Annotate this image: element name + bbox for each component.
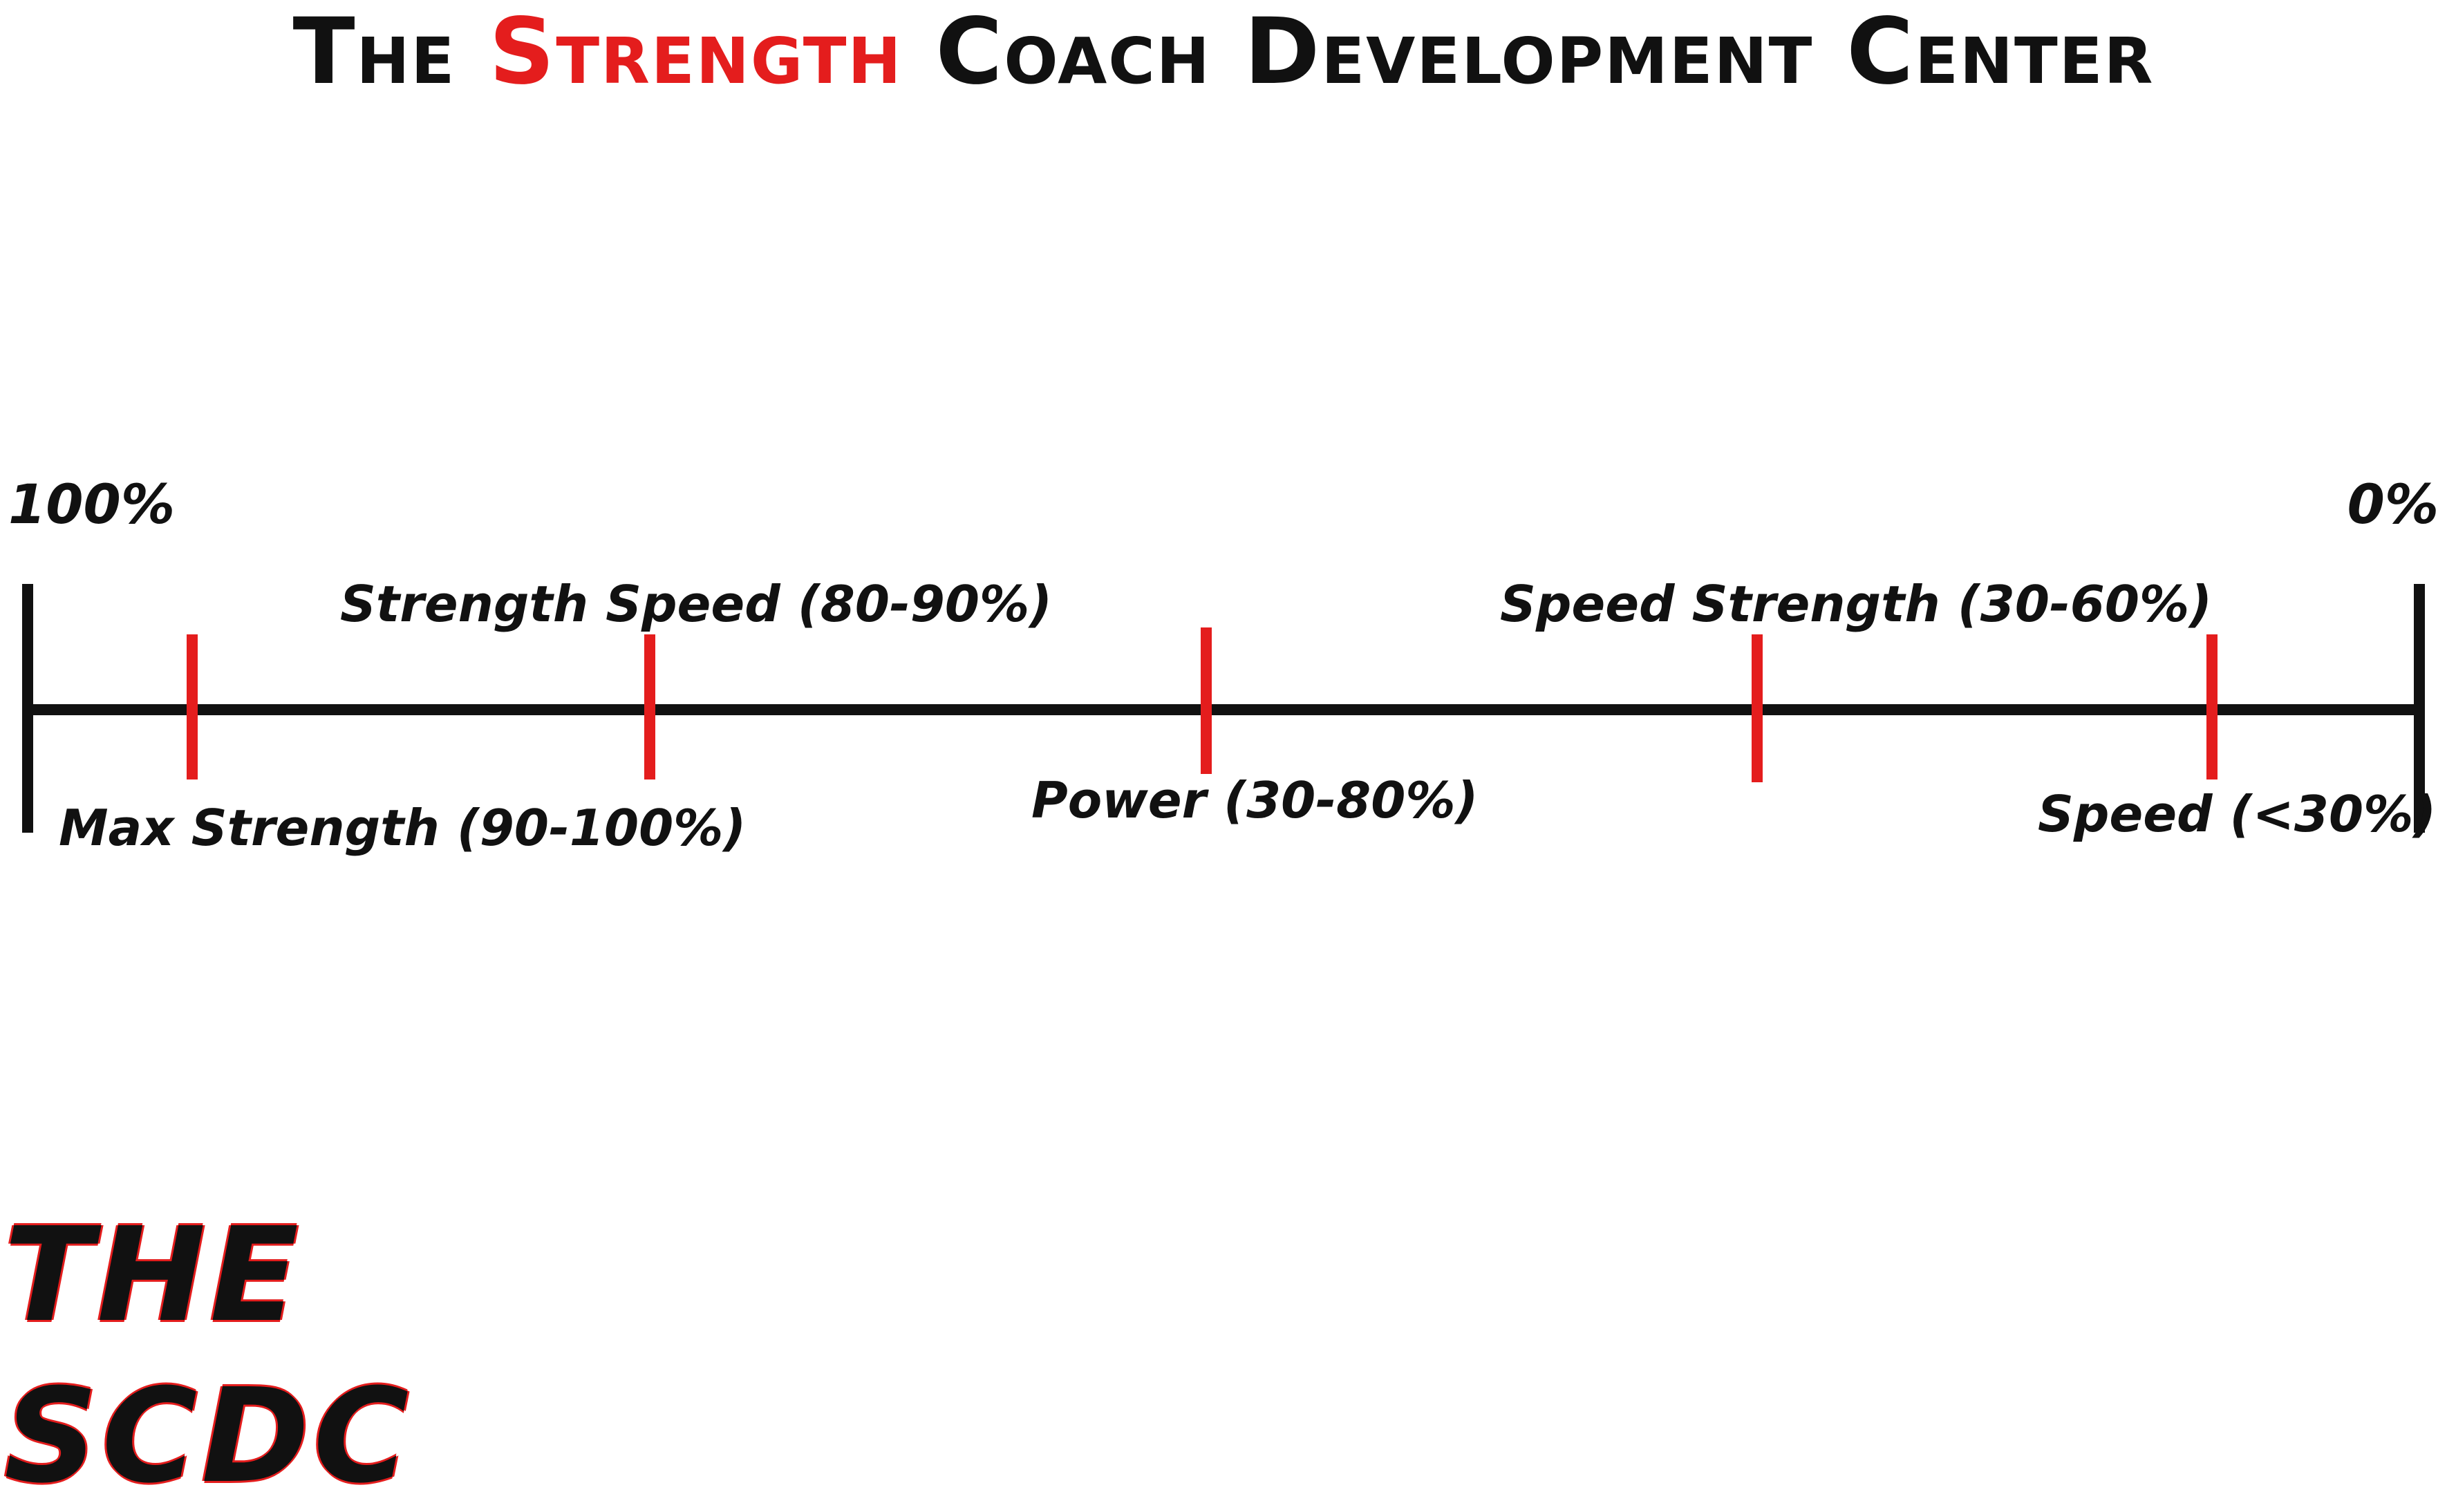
scdc-logo-line-1: THE	[4, 1200, 303, 1351]
zone-label-strength-speed: Strength Speed (80-90%)	[340, 575, 1053, 633]
left-end-label: 100%	[8, 474, 175, 536]
title-prefix: The	[292, 0, 489, 105]
scdc-logo-line-2: SCDC	[4, 1361, 413, 1512]
zone-label-speed-strength: Speed Strength (30-60%)	[1500, 575, 2213, 633]
title-accent: Strength	[489, 0, 903, 105]
page-title: The Strength Coach Development Center	[0, 0, 2447, 104]
zone-label-speed: Speed (<30%)	[2038, 785, 2437, 843]
right-end-label: 0%	[2347, 474, 2439, 536]
title-suffix: Coach Development Center	[902, 0, 2155, 105]
zone-label-max-strength: Max Strength (90-100%)	[59, 799, 747, 857]
zone-label-power: Power (30-80%)	[1031, 771, 1479, 829]
